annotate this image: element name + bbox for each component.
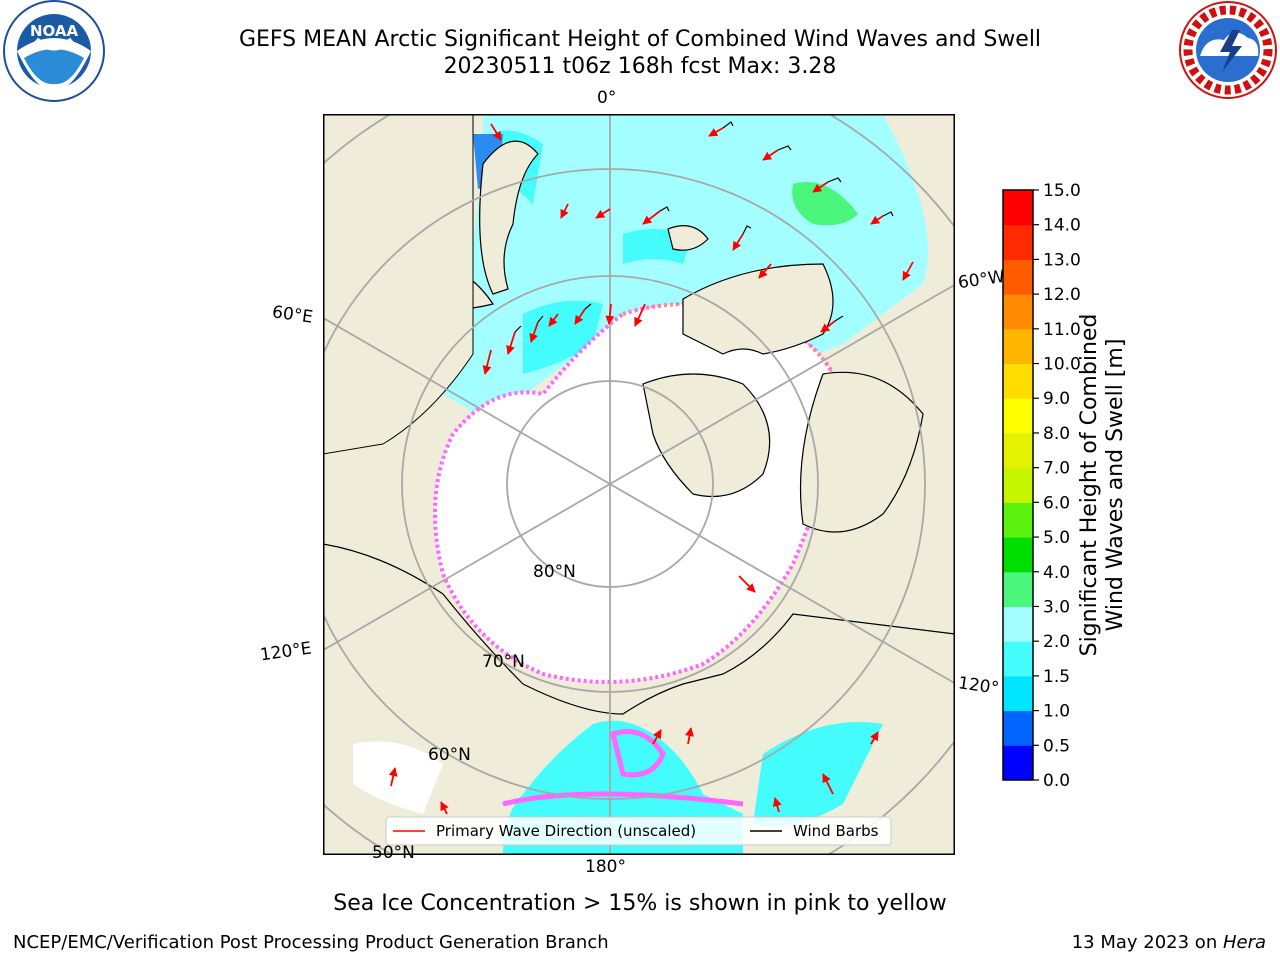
map-legend: Primary Wave Direction (unscaled) Wind B…	[385, 816, 892, 846]
colorbar-swatch	[1003, 294, 1033, 330]
colorbar-tick-label: 0.5	[1043, 736, 1070, 756]
colorbar-swatch	[1003, 398, 1033, 434]
noaa-logo-text: NOAA	[30, 22, 79, 40]
colorbar-tick-label: 7.0	[1043, 459, 1070, 479]
map-title: GEFS MEAN Arctic Significant Height of C…	[238, 27, 1042, 52]
colorbar-swatch	[1003, 467, 1033, 503]
colorbar-swatch	[1003, 363, 1033, 399]
colorbar-tick-label: 11.0	[1043, 320, 1081, 340]
colorbar-tick-label: 10.0	[1043, 355, 1081, 375]
footer-date-text: 13 May 2023 on	[1071, 932, 1223, 953]
colorbar-swatch	[1003, 571, 1033, 607]
colorbar-swatch	[1003, 328, 1033, 365]
colorbar-tick-label: 0.0	[1043, 771, 1070, 790]
colorbar-tick-label: 5.0	[1043, 528, 1070, 548]
colorbar-tick-label: 2.0	[1043, 632, 1070, 652]
legend-barbs-label: Wind Barbs	[793, 822, 879, 840]
meridian-60e	[323, 316, 611, 485]
meridian-120e	[323, 483, 611, 652]
label-parallel-60n: 60°N	[428, 745, 471, 765]
label-meridian-0: 0°	[597, 88, 617, 108]
colorbar-swatch	[1003, 190, 1033, 226]
label-meridian-120e: 120°E	[258, 638, 313, 666]
colorbar-swatch	[1003, 710, 1033, 746]
meridian-60w	[609, 283, 955, 485]
colorbar-tick-label: 12.0	[1043, 285, 1081, 305]
colorbar-swatch	[1003, 259, 1033, 295]
colorbar-tick-label: 4.0	[1043, 563, 1070, 583]
colorbar-swatch	[1003, 641, 1033, 677]
colorbar-tick-label: 14.0	[1043, 216, 1081, 236]
colorbar-swatch	[1003, 675, 1033, 712]
noaa-logo-icon: NOAA	[3, 0, 105, 102]
colorbar-tick-label: 13.0	[1043, 250, 1081, 270]
label-parallel-80n: 80°N	[533, 562, 576, 582]
colorbar-label-line1: Significant Height of Combined	[1077, 313, 1102, 657]
colorbar-tick-label: 1.0	[1043, 702, 1070, 722]
wave-direction-arrows	[388, 123, 914, 815]
meridian-120w	[609, 483, 955, 685]
colorbar-swatch	[1003, 432, 1033, 469]
polar-map: Primary Wave Direction (unscaled) Wind B…	[323, 114, 955, 855]
colorbar-label: Significant Height of Combined Wind Wave…	[1077, 314, 1129, 657]
colorbar-swatch	[1003, 537, 1033, 573]
colorbar-swatch	[1003, 224, 1033, 260]
colorbar-frame	[1002, 189, 1034, 781]
footer-machine: Hera	[1222, 932, 1266, 953]
map-subtitle: 20230511 t06z 168h fcst Max: 3.28	[443, 54, 837, 79]
colorbar-tick-label: 3.0	[1043, 597, 1070, 617]
colorbar-label-line2: Wind Waves and Swell [m]	[1103, 338, 1128, 632]
colorbar-tick-label: 6.0	[1043, 493, 1070, 513]
footer-date: 13 May 2023 on Hera	[1072, 932, 1266, 953]
colorbar-swatch	[1003, 606, 1033, 642]
colorbar-swatch	[1003, 502, 1033, 538]
footer-branch: NCEP/EMC/Verification Post Processing Pr…	[13, 932, 609, 953]
map-frame	[323, 114, 955, 855]
colorbar-swatch	[1003, 745, 1033, 781]
sea-ice-caption: Sea Ice Concentration > 15% is shown in …	[333, 891, 947, 916]
nws-logo-icon	[1179, 1, 1277, 99]
wave-max-region	[792, 182, 858, 226]
label-parallel-50n: 50°N	[372, 843, 415, 863]
colorbar-tick-label: 8.0	[1043, 424, 1070, 444]
label-meridian-180: 180°	[585, 857, 626, 877]
colorbar-tick-label: 9.0	[1043, 389, 1070, 409]
label-meridian-60e: 60°E	[270, 302, 315, 328]
label-parallel-70n: 70°N	[482, 652, 525, 672]
colorbar-tick-label: 15.0	[1043, 181, 1081, 201]
legend-primary-label: Primary Wave Direction (unscaled)	[436, 822, 696, 840]
wind-barbs	[514, 121, 894, 333]
colorbar-tick-label: 1.5	[1043, 667, 1070, 687]
colorbar: 0.0 0.5 1.0 1.5 2.0 3.0 4.0 5.0 6.0 7.0 8.0 9.0 10.0…	[1002, 181, 1081, 790]
